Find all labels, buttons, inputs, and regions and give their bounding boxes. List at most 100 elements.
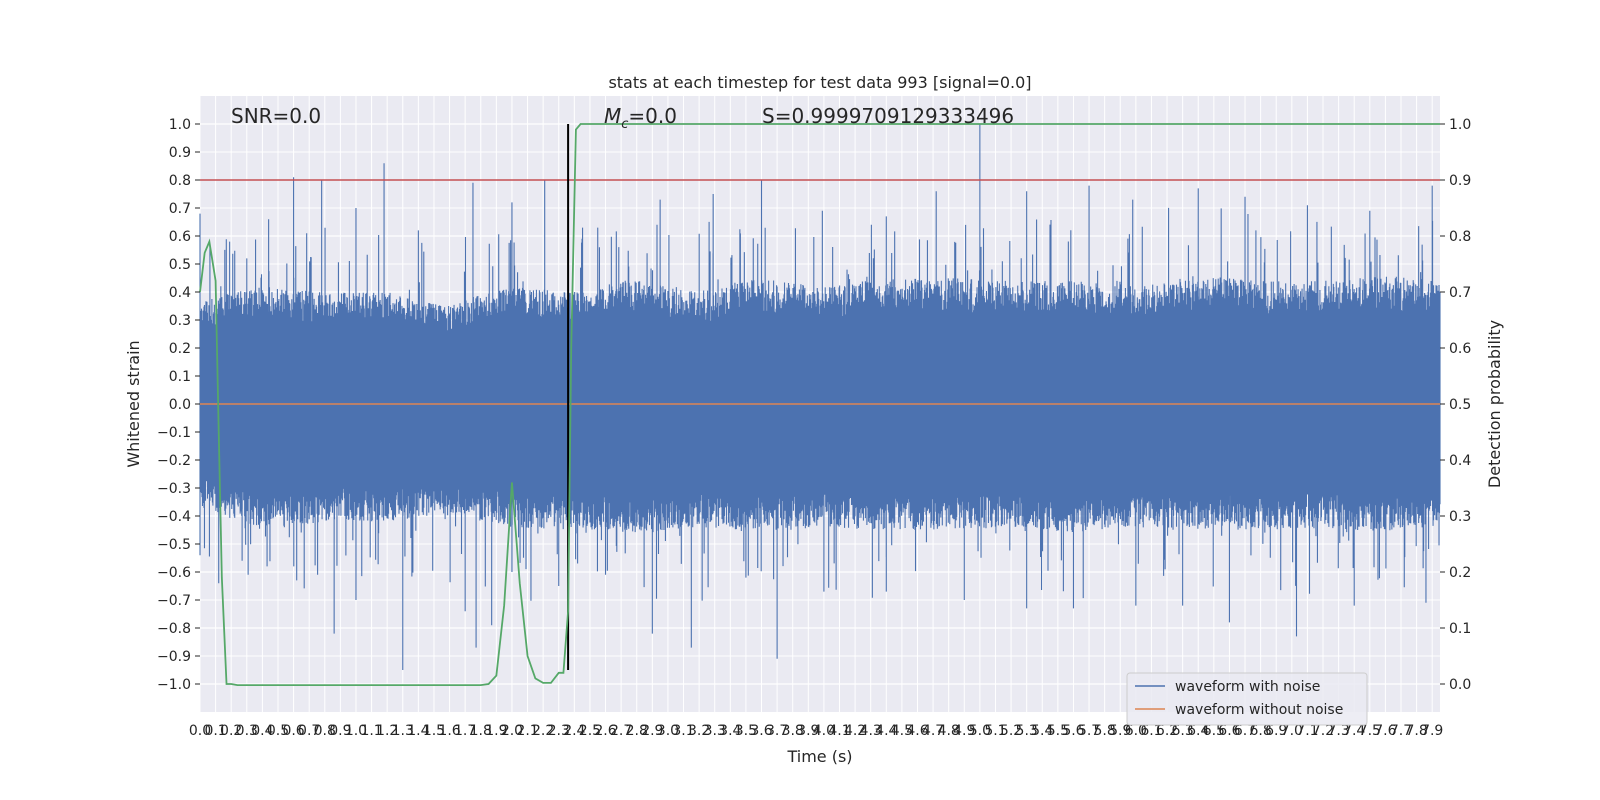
x-tick-label: 6.5 [1203, 723, 1225, 739]
x-tick-label: 0.8 [314, 723, 336, 739]
x-tick-label: 4.3 [860, 723, 882, 739]
x-tick-label: 1.7 [454, 723, 476, 739]
x-tick-label: 7.0 [1281, 723, 1303, 739]
detection-probability-line [199, 123, 1440, 687]
snr-annotation: SNR=0.0 [231, 104, 321, 128]
x-tick-label: 4.2 [844, 723, 866, 739]
x-tick-label: 3.0 [657, 723, 679, 739]
x-tick-label: 7.4 [1343, 723, 1365, 739]
y2-tick-labels: 0.0 0.1 0.2 0.3 0.4 0.5 0.6 0.7 0.8 0.9 1.0 [1440, 117, 1471, 693]
y-tick-label: −1.0 [157, 677, 191, 693]
y-tick-label: −0.9 [157, 649, 191, 665]
x-tick-label: 0.2 [220, 723, 242, 739]
x-tick-label: 2.0 [501, 723, 523, 739]
x-tick-label: 1.5 [423, 723, 445, 739]
x-tick-label: 0.6 [282, 723, 304, 739]
x-tick-label: 1.9 [485, 723, 507, 739]
x-tick-label: 1.2 [376, 723, 398, 739]
x-tick-label: 3.5 [735, 723, 757, 739]
mc-value: =0.0 [628, 104, 677, 128]
x-tick-label: 4.6 [906, 723, 928, 739]
y-tick-label: −0.4 [157, 509, 191, 525]
x-tick-label: 5.2 [1000, 723, 1022, 739]
y-axis-label: Whitened strain [124, 340, 143, 467]
y-tick-label: 0.6 [169, 229, 191, 245]
x-tick-label: 7.8 [1405, 723, 1427, 739]
s-annotation: S=0.9999709129333496 [762, 104, 1014, 128]
y-tick-label: −0.8 [157, 621, 191, 637]
x-tick-label: 3.7 [766, 723, 788, 739]
series-waveform-with-noise [199, 124, 1441, 670]
x-tick-label: 1.3 [392, 723, 414, 739]
y-tick-label: −0.7 [157, 593, 191, 609]
x-tick-label: 3.9 [797, 723, 819, 739]
x-tick-label: 7.2 [1312, 723, 1334, 739]
legend-label-without-noise: waveform without noise [1175, 702, 1343, 718]
y2-tick-label: 0.0 [1449, 677, 1471, 693]
mc-symbol: M [604, 104, 621, 128]
x-tick-label: 0.9 [329, 723, 351, 739]
y-tick-labels: −1.0 −0.9 −0.8 −0.7 −0.6 −0.5 −0.4 −0.3 −0.2 −0.1… [157, 117, 200, 693]
x-tick-label: 5.7 [1078, 723, 1100, 739]
x-tick-label: 7.7 [1390, 723, 1412, 739]
x-tick-label: 3.1 [672, 723, 694, 739]
x-tick-label: 5.6 [1062, 723, 1084, 739]
x-tick-label: 7.1 [1296, 723, 1318, 739]
y2-tick-label: 0.8 [1449, 229, 1471, 245]
x-tick-label: 1.8 [470, 723, 492, 739]
legend: waveform with noise waveform without noi… [1126, 672, 1368, 726]
x-tick-label: 3.4 [719, 723, 741, 739]
x-tick-label: 3.2 [688, 723, 710, 739]
y-tick-label: 0.2 [169, 341, 191, 357]
x-tick-label: 2.2 [532, 723, 554, 739]
y-tick-label: −0.5 [157, 537, 191, 553]
x-tick-label: 6.6 [1218, 723, 1240, 739]
y2-tick-label: 0.7 [1449, 285, 1471, 301]
x-tick-label: 5.1 [984, 723, 1006, 739]
x-tick-label: 3.3 [704, 723, 726, 739]
x-tick-label: 0.4 [251, 723, 273, 739]
x-tick-label: 6.1 [1140, 723, 1162, 739]
x-tick-label: 6.0 [1125, 723, 1147, 739]
x-axis-label: Time (s) [786, 747, 852, 766]
y-tick-label: 0.5 [169, 257, 191, 273]
x-tick-label: 4.0 [813, 723, 835, 739]
x-tick-label: 6.9 [1265, 723, 1287, 739]
x-tick-label: 4.4 [875, 723, 897, 739]
x-tick-label: 7.5 [1359, 723, 1381, 739]
x-tick-label: 1.0 [345, 723, 367, 739]
x-tick-label: 5.0 [969, 723, 991, 739]
y2-tick-label: 0.1 [1449, 621, 1471, 637]
x-tick-label: 4.1 [828, 723, 850, 739]
y-tick-label: 0.9 [169, 145, 191, 161]
mc-annotation: Mc=0.0 [604, 104, 677, 132]
x-tick-label: 2.9 [641, 723, 663, 739]
y-tick-label: 0.0 [169, 397, 191, 413]
x-tick-label: 7.9 [1421, 723, 1443, 739]
x-tick-label: 3.8 [782, 723, 804, 739]
x-tick-label: 5.3 [1016, 723, 1038, 739]
x-tick-label: 0.0 [189, 723, 211, 739]
x-tick-label: 5.4 [1031, 723, 1053, 739]
x-tick-label: 2.3 [548, 723, 570, 739]
x-tick-label: 6.8 [1249, 723, 1271, 739]
x-tick-label: 6.2 [1156, 723, 1178, 739]
legend-box [1126, 672, 1368, 726]
x-tick-label: 0.7 [298, 723, 320, 739]
x-tick-label: 5.9 [1109, 723, 1131, 739]
x-tick-label: 4.8 [938, 723, 960, 739]
waveform-with-noise-line [199, 124, 1441, 670]
y-tick-label: 0.1 [169, 369, 191, 385]
y-tick-label: −0.6 [157, 565, 191, 581]
x-tick-label: 1.1 [360, 723, 382, 739]
y-tick-label: 0.7 [169, 201, 191, 217]
x-tick-label: 5.5 [1047, 723, 1069, 739]
y2-axis-label: Detection probability [1485, 320, 1504, 488]
x-tick-label: 1.6 [438, 723, 460, 739]
y-tick-label: 0.3 [169, 313, 191, 329]
y2-tick-label: 0.4 [1449, 453, 1471, 469]
x-tick-labels: 0.00.10.20.30.40.50.60.70.80.91.01.11.21… [189, 723, 1443, 739]
x-tick-label: 0.5 [267, 723, 289, 739]
series-detection-probability [199, 123, 1440, 687]
x-tick-label: 7.6 [1374, 723, 1396, 739]
